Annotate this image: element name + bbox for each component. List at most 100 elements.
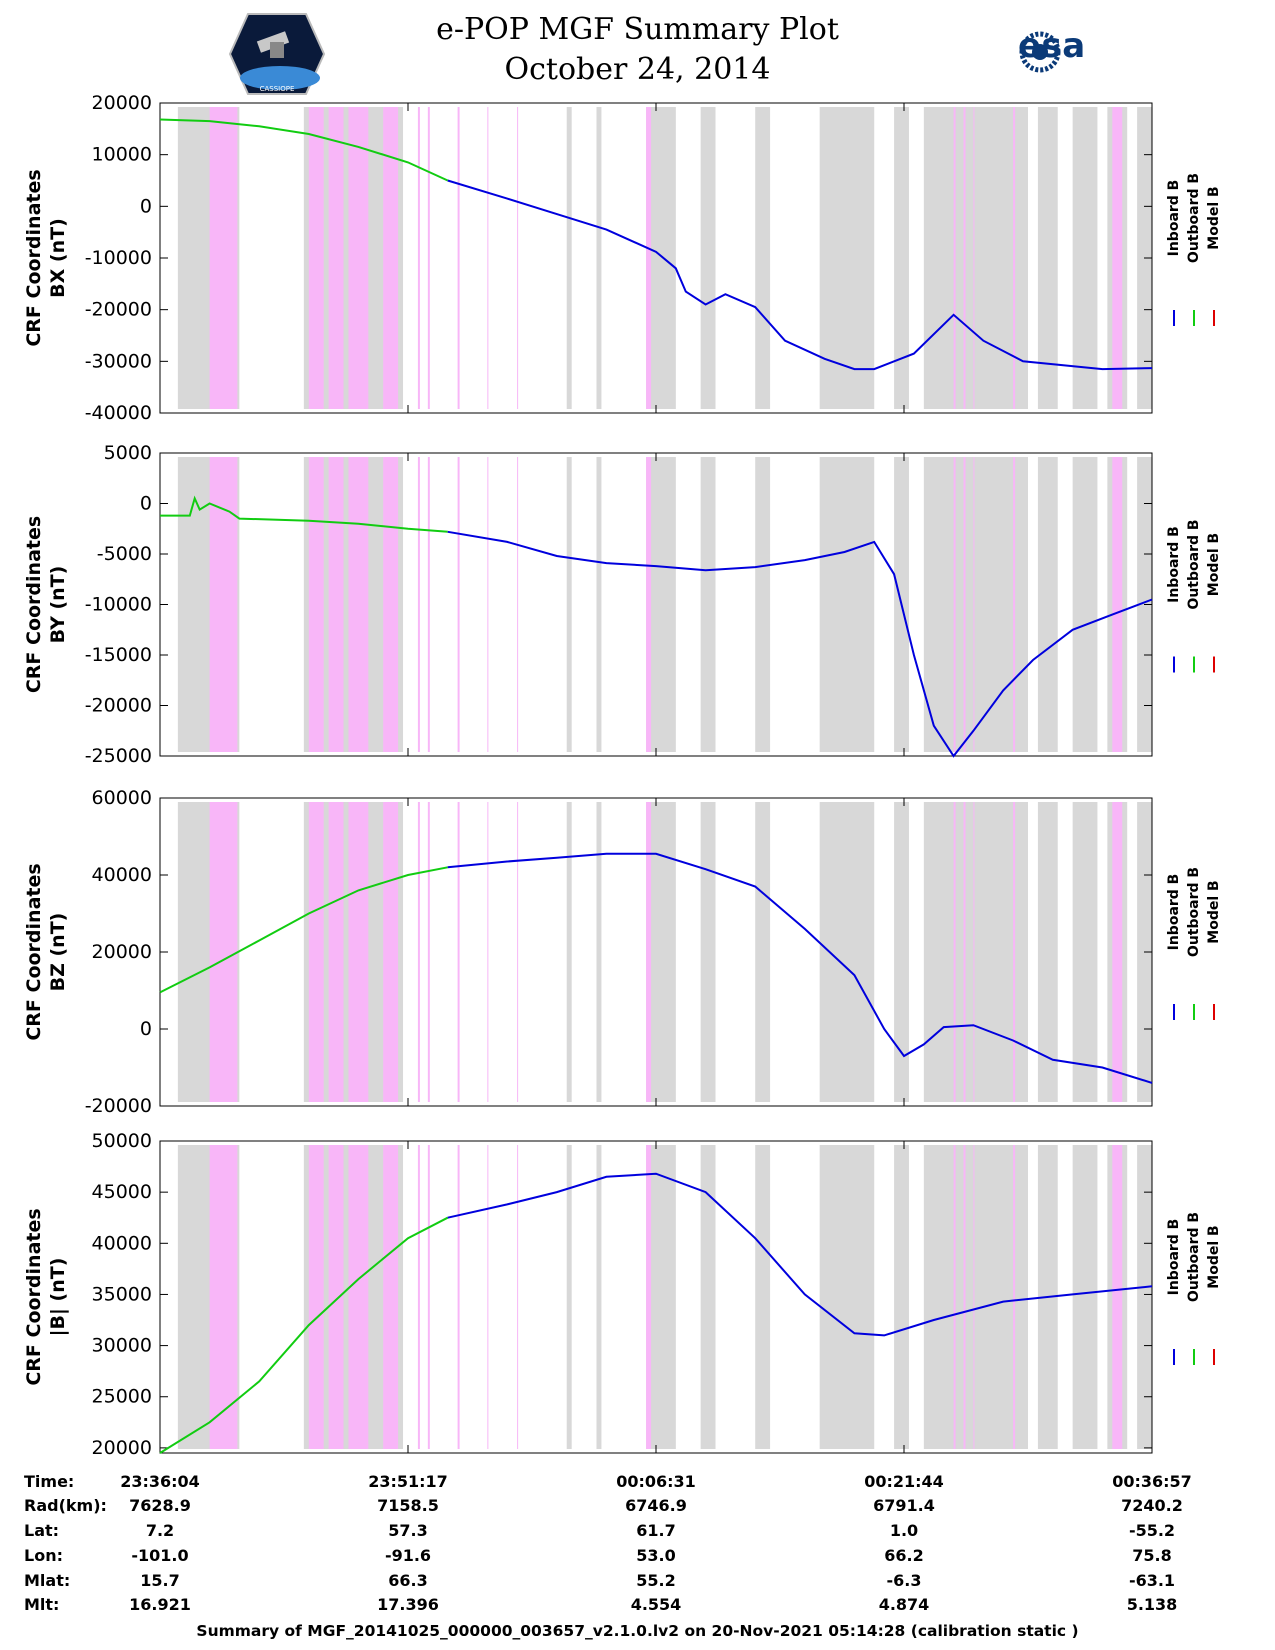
y-tick-label: 5000 <box>104 442 152 464</box>
y-axis-unit-label: |B| (nT) <box>47 1258 69 1337</box>
series-line-inboard-b <box>447 530 1153 758</box>
y-tick-label: 30000 <box>92 1335 152 1357</box>
gray-band <box>923 457 1028 752</box>
gray-band <box>894 802 909 1102</box>
table-cell: 6791.4 <box>873 1496 935 1515</box>
table-cell: 53.0 <box>636 1546 676 1565</box>
gray-band <box>923 107 1028 409</box>
y-tick-label: -10000 <box>85 247 152 269</box>
y-axis-label: CRF Coordinates <box>23 863 45 1040</box>
y-axis-label: CRF Coordinates <box>23 1208 45 1385</box>
magenta-band <box>383 802 399 1102</box>
gray-band <box>700 1145 716 1449</box>
magenta-band <box>328 457 344 752</box>
row-label: Mlat: <box>24 1571 71 1590</box>
magenta-band <box>953 107 956 409</box>
legend-label: Inboard B <box>1166 874 1182 951</box>
magenta-band <box>308 457 324 752</box>
legend-label: Outboard B <box>1186 867 1202 957</box>
magenta-band <box>1013 457 1016 752</box>
magenta-band <box>348 107 369 409</box>
gray-band <box>923 802 1028 1102</box>
y-tick-label: -10000 <box>85 594 152 616</box>
magenta-band <box>973 457 975 752</box>
magenta-band <box>1112 107 1123 409</box>
y-tick-label: 45000 <box>92 1181 152 1203</box>
magenta-band <box>973 107 975 409</box>
magenta-band <box>348 457 369 752</box>
esa-logo-mark <box>1019 31 1061 73</box>
magenta-band <box>209 802 238 1102</box>
magenta-band <box>646 107 652 409</box>
gray-band <box>700 107 716 409</box>
row-label: Mlt: <box>24 1595 60 1614</box>
y-tick-label: 0 <box>140 493 152 515</box>
row-label: Rad(km): <box>24 1496 107 1515</box>
y-axis-unit-label: BZ (nT) <box>47 913 69 992</box>
gray-band <box>700 457 716 752</box>
magenta-band <box>457 802 460 1102</box>
gray-band <box>1072 802 1098 1102</box>
gray-band <box>566 457 572 752</box>
magenta-band <box>963 457 966 752</box>
y-tick-label: -15000 <box>85 644 152 666</box>
gray-band <box>819 802 875 1102</box>
series-line-outboard-b <box>160 495 448 533</box>
row-label: Time: <box>24 1472 75 1491</box>
magenta-band <box>328 802 344 1102</box>
table-cell: 17.396 <box>377 1595 439 1614</box>
magenta-band <box>457 107 460 409</box>
esa-logo-text: esa <box>1018 26 1086 66</box>
y-axis-label: CRF Coordinates <box>23 516 45 693</box>
chart-panel-2: 5000 0 -5000 -10000 -15000 -20000 -25000 CRF Co… <box>23 442 1222 767</box>
y-tick-label: -5000 <box>97 543 152 565</box>
magenta-band <box>963 802 966 1102</box>
legend-label: Model B <box>1206 186 1222 249</box>
y-tick-label: 0 <box>140 195 152 217</box>
magenta-band <box>427 1145 430 1449</box>
magenta-band <box>209 457 238 752</box>
gray-band <box>819 1145 875 1449</box>
legend-label: Inboard B <box>1166 526 1182 603</box>
series-line-outboard-b <box>159 118 449 182</box>
magenta-band <box>457 1145 460 1449</box>
gray-band <box>1137 1145 1152 1449</box>
series-line-inboard-b <box>447 1172 1153 1337</box>
gray-band <box>1037 457 1058 752</box>
magenta-band <box>209 1145 238 1449</box>
gray-band <box>596 457 602 752</box>
legend-label: Outboard B <box>1186 1212 1202 1302</box>
magenta-band <box>328 1145 344 1449</box>
gray-band <box>566 1145 572 1449</box>
table-cell: 75.8 <box>1132 1546 1172 1565</box>
magenta-band <box>517 802 519 1102</box>
magenta-band <box>1013 1145 1016 1449</box>
gray-band <box>566 802 572 1102</box>
legend-label: Inboard B <box>1166 180 1182 257</box>
magenta-band <box>308 107 324 409</box>
magenta-band <box>383 457 399 752</box>
table-cell: 61.7 <box>636 1521 676 1540</box>
gray-band <box>755 107 771 409</box>
plot-title: e-POP MGF Summary Plot <box>436 12 839 47</box>
y-tick-label: 40000 <box>92 864 152 886</box>
table-cell: 7.2 <box>145 1521 175 1540</box>
chart-panel-3: 60000 40000 20000 0 -20000 CRF Coordinates BZ … <box>23 787 1222 1117</box>
magenta-band <box>517 457 519 752</box>
magenta-band <box>646 802 652 1102</box>
y-tick-label: -20000 <box>85 1095 152 1117</box>
chart-panel-4: 50000 45000 40000 35000 30000 25000 20000 CRF C… <box>23 1130 1222 1459</box>
magenta-band <box>953 802 956 1102</box>
magenta-band <box>487 1145 489 1449</box>
table-cell: 6746.9 <box>625 1496 687 1515</box>
legend-label: Outboard B <box>1186 173 1202 263</box>
gray-band <box>755 1145 771 1449</box>
row-label: Lat: <box>24 1521 60 1540</box>
gray-band <box>566 107 572 409</box>
y-tick-label: -20000 <box>85 299 152 321</box>
y-axis-unit-label: BY (nT) <box>47 566 69 644</box>
gray-band <box>894 1145 909 1449</box>
table-cell: 23:36:04 <box>120 1472 200 1491</box>
magenta-band <box>328 107 344 409</box>
y-tick-label: 10000 <box>92 144 152 166</box>
